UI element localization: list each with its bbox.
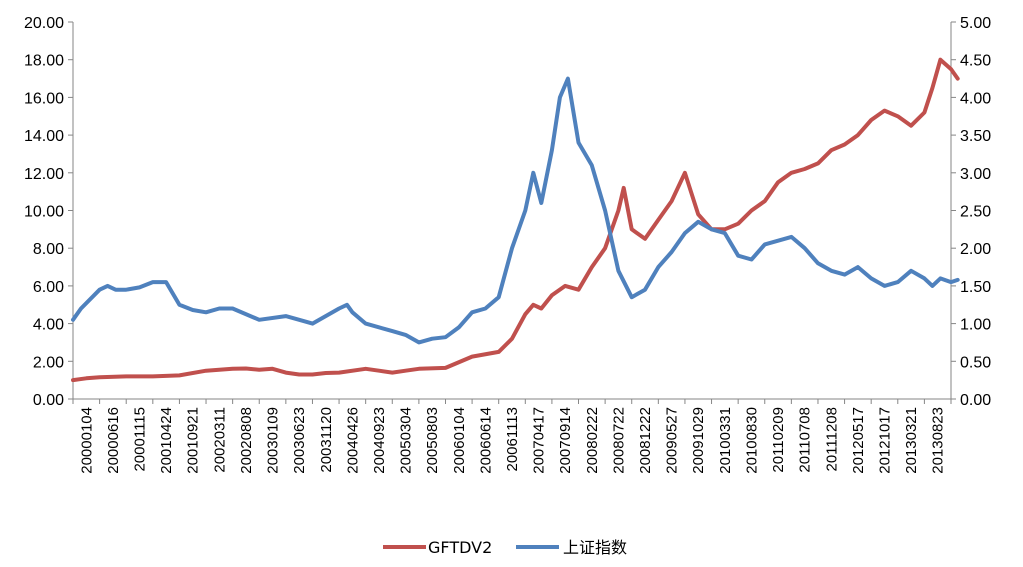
x-tick-label: 20120517: [850, 407, 867, 474]
x-axis: 20000104 20000616 20001115 20010424 20010921…: [72, 399, 952, 474]
left-y-tick-label: 6.00: [33, 279, 64, 296]
x-tick-label: 20031120: [318, 407, 335, 473]
left-y-tick-label: 20.00: [24, 15, 64, 32]
right-y-tick-label: 4.00: [960, 90, 991, 107]
x-tick-label: 20060614: [477, 407, 494, 474]
x-tick-label: 20061113: [504, 407, 521, 472]
x-tick-label: 20000104: [78, 407, 95, 474]
left-y-tick-label: 16.00: [24, 90, 64, 107]
left-y-tick-label: 18.00: [24, 53, 64, 70]
series-line-shanghai-index: [71, 76, 960, 345]
x-tick-label: 20080722: [610, 407, 627, 474]
series-line-gftdv2: [71, 57, 960, 383]
axes: [72, 22, 952, 400]
x-tick-label: 20010424: [158, 407, 175, 474]
left-y-tick-label: 10.00: [24, 204, 64, 221]
right-y-tick-label: 4.50: [960, 53, 991, 70]
right-y-tick-label: 3.00: [960, 166, 991, 183]
right-y-tick-label: 1.00: [960, 317, 991, 334]
right-y-tick-label: 2.50: [960, 204, 991, 221]
x-tick-label: 20040426: [344, 407, 361, 474]
left-y-tick-label: 2.00: [33, 354, 64, 371]
series-lines: [71, 57, 960, 383]
x-tick-label: 20030623: [291, 407, 308, 474]
legend: GFTDV2 上证指数: [383, 538, 627, 557]
right-y-tick-label: 0.00: [960, 392, 991, 409]
x-tick-label: 20050304: [398, 407, 415, 474]
left-y-tick-label: 12.00: [24, 166, 64, 183]
x-tick-label: 20050803: [424, 407, 441, 474]
right-y-tick-label: 0.50: [960, 354, 991, 371]
left-y-tick-label: 0.00: [33, 392, 64, 409]
x-tick-label: 20020311: [211, 407, 228, 473]
x-tick-label: 20070914: [557, 407, 574, 474]
x-tick-label: 20110209: [770, 407, 787, 473]
left-y-tick-label: 8.00: [33, 241, 64, 258]
x-tick-label: 20080222: [584, 407, 601, 474]
right-y-tick-label: 1.50: [960, 279, 991, 296]
x-tick-label: 20110708: [797, 407, 814, 473]
x-tick-label: 20100331: [717, 407, 734, 474]
x-tick-label: 20130823: [930, 407, 947, 474]
right-y-tick-label: 5.00: [960, 15, 991, 32]
x-tick-label: 20010921: [185, 407, 202, 474]
x-tick-label: 20121017: [876, 407, 893, 474]
legend-label-gftdv2: GFTDV2: [428, 538, 492, 557]
x-tick-label: 20111208: [823, 407, 840, 472]
x-tick-label: 20070417: [531, 407, 548, 474]
legend-label-shanghai-index: 上证指数: [563, 538, 627, 557]
left-y-tick-label: 14.00: [24, 128, 64, 145]
x-tick-label: 20130321: [903, 407, 920, 474]
left-y-axis: 0.00 2.00 4.00 6.00 8.00 10.00 12.00 14.00 16.00…: [24, 15, 73, 409]
right-y-axis: 0.00 0.50 1.00 1.50 2.00 2.50 3.00 3.50 4.00 4.50…: [951, 15, 991, 409]
left-y-tick-label: 4.00: [33, 317, 64, 334]
right-y-tick-label: 2.00: [960, 241, 991, 258]
x-tick-label: 20060104: [451, 407, 468, 474]
x-tick-label: 20040923: [371, 407, 388, 474]
x-tick-label: 20091029: [690, 407, 707, 474]
x-tick-label: 20100830: [743, 407, 760, 474]
x-tick-label: 20081222: [637, 407, 654, 474]
x-tick-label: 20030109: [265, 407, 282, 474]
right-y-tick-label: 3.50: [960, 128, 991, 145]
x-tick-label: 20000616: [105, 407, 122, 474]
x-tick-label: 20020808: [238, 407, 255, 474]
x-tick-label: 20001115: [132, 407, 149, 472]
x-tick-label: 20090527: [664, 407, 681, 474]
